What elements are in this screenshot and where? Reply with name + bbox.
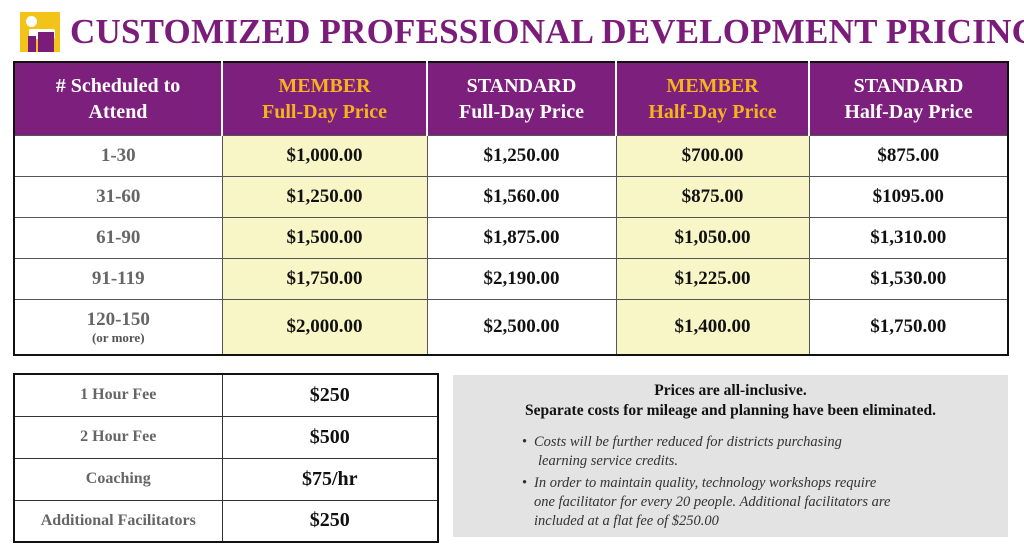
note-line: learning service credits. bbox=[538, 453, 678, 469]
standard-half-day-price: $1,530.00 bbox=[808, 257, 1009, 300]
page-header: CUSTOMIZED PROFESSIONAL DEVELOPMENT PRIC… bbox=[20, 10, 1024, 54]
standard-full-day-price: $2,190.00 bbox=[426, 257, 617, 300]
attendee-range-value: 120-150 bbox=[86, 309, 150, 331]
fee-value: $250 bbox=[221, 373, 439, 417]
header-standard-full-day: STANDARD Full-Day Price bbox=[427, 62, 617, 135]
attendee-range: 31-60 bbox=[13, 175, 223, 218]
member-half-day-price: $700.00 bbox=[615, 134, 810, 177]
table-row: 120-150 (or more) $2,000.00 $2,500.00 $1,… bbox=[13, 298, 1009, 356]
fee-row: 2 Hour Fee $500 bbox=[13, 415, 439, 459]
pricing-header-row: # Scheduled to Attend MEMBER Full-Day Pric… bbox=[14, 62, 1008, 135]
fee-value: $500 bbox=[221, 415, 439, 459]
standard-full-day-price: $1,875.00 bbox=[426, 216, 617, 259]
notes-list: Costs will be further reduced for distri… bbox=[467, 433, 994, 531]
header-member-full-day: MEMBER Full-Day Price bbox=[222, 62, 428, 135]
standard-full-day-price: $1,250.00 bbox=[426, 134, 617, 177]
fee-label: 2 Hour Fee bbox=[13, 415, 223, 459]
fees-table: 1 Hour Fee $250 2 Hour Fee $500 Coaching… bbox=[13, 373, 439, 543]
notes-heading-line-1: Prices are all-inclusive. bbox=[654, 382, 807, 399]
member-full-day-price: $1,000.00 bbox=[221, 134, 428, 177]
note-bullet: In order to maintain quality, technology… bbox=[522, 474, 994, 531]
header-standard-half-day: STANDARD Half-Day Price bbox=[809, 62, 1008, 135]
member-full-day-price: $1,250.00 bbox=[221, 175, 428, 218]
standard-full-day-price: $2,500.00 bbox=[426, 298, 617, 356]
fee-row: Coaching $75/hr bbox=[13, 457, 439, 501]
fee-label: 1 Hour Fee bbox=[13, 373, 223, 417]
member-half-day-price: $1,050.00 bbox=[615, 216, 810, 259]
table-row: 31-60 $1,250.00 $1,560.00 $875.00 $1095.… bbox=[13, 175, 1009, 218]
fee-label: Additional Facilitators bbox=[13, 499, 223, 543]
fee-row: 1 Hour Fee $250 bbox=[13, 373, 439, 417]
attendee-range: 1-30 bbox=[13, 134, 223, 177]
fee-label: Coaching bbox=[13, 457, 223, 501]
note-line: included at a flat fee of $250.00 bbox=[534, 513, 719, 529]
person-logo-icon bbox=[20, 12, 60, 52]
member-half-day-price: $875.00 bbox=[615, 175, 810, 218]
standard-half-day-price: $1,310.00 bbox=[808, 216, 1009, 259]
member-full-day-price: $2,000.00 bbox=[221, 298, 428, 356]
note-line: one facilitator for every 20 people. Add… bbox=[534, 494, 891, 510]
attendee-range: 61-90 bbox=[13, 216, 223, 259]
attendee-range-note: (or more) bbox=[91, 330, 145, 346]
fee-row: Additional Facilitators $250 bbox=[13, 499, 439, 543]
member-half-day-price: $1,400.00 bbox=[615, 298, 810, 356]
pricing-table: # Scheduled to Attend MEMBER Full-Day Pric… bbox=[13, 61, 1009, 356]
header-member-half-day: MEMBER Half-Day Price bbox=[616, 62, 810, 135]
note-line: In order to maintain quality, technology… bbox=[534, 475, 877, 491]
fee-value: $250 bbox=[221, 499, 439, 543]
standard-half-day-price: $1,750.00 bbox=[808, 298, 1009, 356]
member-half-day-price: $1,225.00 bbox=[615, 257, 810, 300]
notes-heading-line-2: Separate costs for mileage and planning … bbox=[525, 402, 936, 419]
fee-value: $75/hr bbox=[221, 457, 439, 501]
note-bullet: Costs will be further reduced for distri… bbox=[522, 433, 994, 471]
attendee-range: 120-150 (or more) bbox=[13, 298, 223, 356]
standard-full-day-price: $1,560.00 bbox=[426, 175, 617, 218]
page-title: CUSTOMIZED PROFESSIONAL DEVELOPMENT PRIC… bbox=[70, 12, 1024, 51]
note-line: Costs will be further reduced for distri… bbox=[534, 434, 842, 450]
standard-half-day-price: $875.00 bbox=[808, 134, 1009, 177]
table-row: 1-30 $1,000.00 $1,250.00 $700.00 $875.00 bbox=[13, 134, 1009, 177]
member-full-day-price: $1,750.00 bbox=[221, 257, 428, 300]
table-row: 61-90 $1,500.00 $1,875.00 $1,050.00 $1,3… bbox=[13, 216, 1009, 259]
attendee-range: 91-119 bbox=[13, 257, 223, 300]
member-full-day-price: $1,500.00 bbox=[221, 216, 428, 259]
table-row: 91-119 $1,750.00 $2,190.00 $1,225.00 $1,… bbox=[13, 257, 1009, 300]
standard-half-day-price: $1095.00 bbox=[808, 175, 1009, 218]
pricing-notes: Prices are all-inclusive. Separate costs… bbox=[453, 375, 1008, 537]
header-scheduled: # Scheduled to Attend bbox=[14, 62, 223, 135]
